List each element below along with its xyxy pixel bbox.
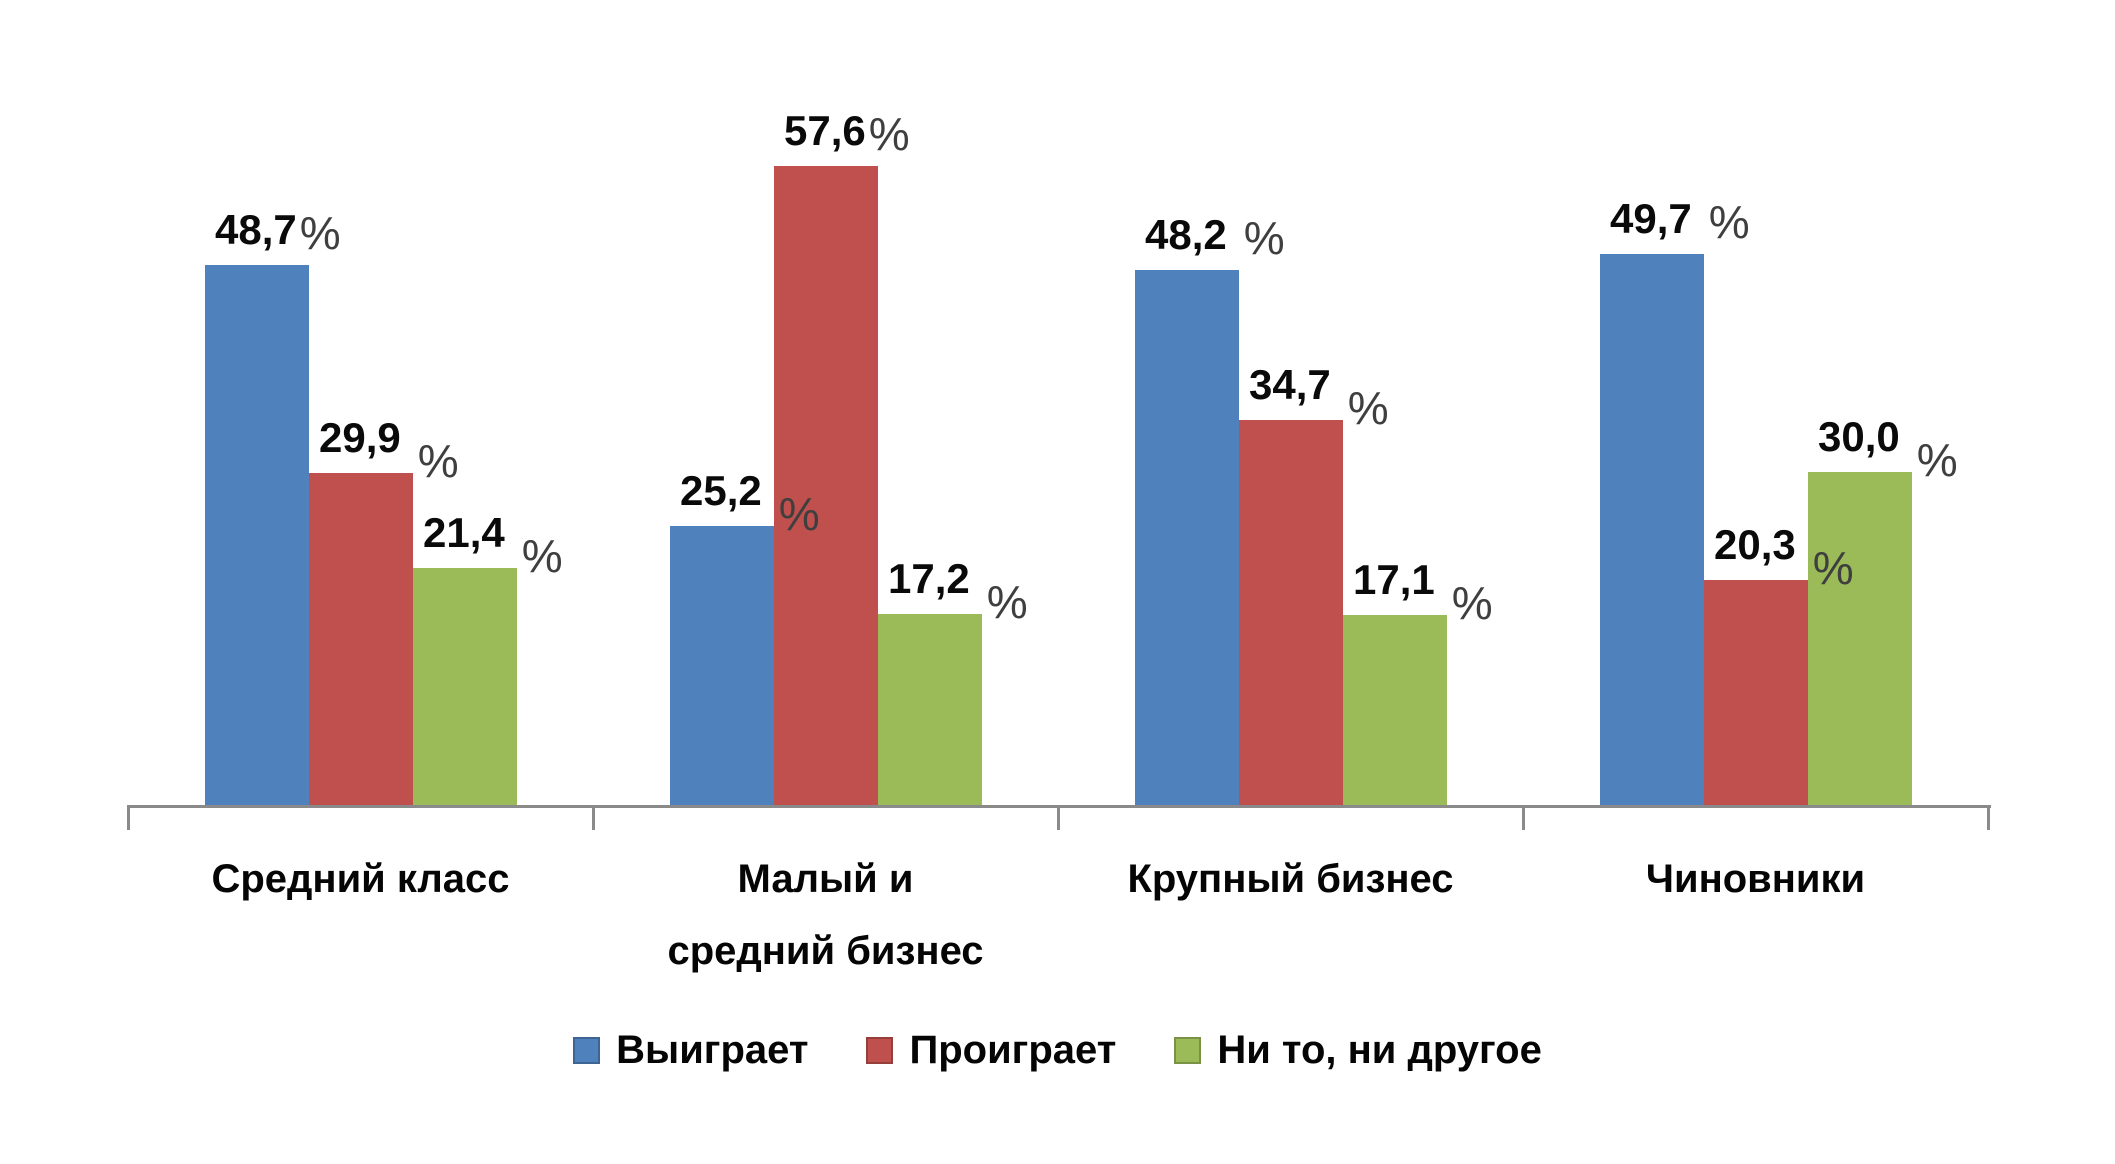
percent-sign: % [1708,196,1750,248]
bar [1704,580,1808,805]
legend-swatch-icon [866,1036,894,1064]
value-label-number: 29,9 [319,414,401,461]
legend-swatch-icon [573,1036,601,1064]
value-label: 48,7% [215,205,341,257]
x-axis-tick [1522,805,1525,830]
legend-label: Ни то, ни другое [1217,1028,1542,1072]
legend-swatch-icon [1174,1036,1202,1064]
value-label: 49,7% [1610,194,1750,246]
category-label: Средний класс [211,857,510,901]
plot-area [205,166,1912,805]
legend-item: Проиграет [866,1028,1116,1072]
legend-item: Ни то, ни другое [1174,1028,1542,1072]
percent-sign: % [1347,382,1389,434]
category-axis-labels: Средний класс Малый и средний бизнес Крупн… [128,843,1988,987]
percent-sign: % [521,530,563,582]
value-label-number: 57,6 [784,107,866,154]
bar [413,568,517,805]
legend-label: Выиграет [616,1028,809,1072]
x-axis-tick [1987,805,1990,830]
bar [1343,615,1447,805]
percent-sign: % [778,488,820,540]
value-label-number: 25,2 [680,467,762,514]
bar [1808,472,1912,805]
value-label-number: 30,0 [1818,413,1900,460]
x-axis-tick [1057,805,1060,830]
percent-sign: % [1812,542,1854,594]
bar [878,614,982,805]
value-label: 17,1% [1353,555,1493,627]
value-label-number: 21,4 [423,509,505,556]
value-label-number: 20,3 [1714,521,1796,568]
legend: Выиграет Проиграет Ни то, ни другое [0,1028,2115,1072]
value-label-number: 17,2 [888,555,970,602]
bar [1135,270,1239,805]
category-label: Крупный бизнес [1127,857,1454,901]
percent-sign: % [299,207,341,259]
x-axis-tick [592,805,595,830]
value-label: 29,9% [319,413,459,485]
bar [1600,254,1704,805]
legend-label: Проиграет [909,1028,1117,1072]
bar [774,166,878,805]
value-label-number: 48,2 [1145,211,1227,258]
value-label: 48,2% [1145,210,1285,262]
value-label: 20,3% [1714,520,1854,592]
value-label-number: 17,1 [1353,556,1435,603]
value-label: 25,2% [680,466,820,538]
percent-sign: % [1451,577,1493,629]
percent-sign: % [868,108,910,160]
legend-item: Выиграет [573,1028,808,1072]
bar [1239,420,1343,805]
bar [205,265,309,805]
percent-sign: % [1243,212,1285,264]
percent-sign: % [417,435,459,487]
value-label: 57,6% [784,106,910,158]
value-label-number: 49,7 [1610,195,1692,242]
bar [670,526,774,805]
category-label: Чиновники [1645,857,1866,901]
x-axis-tick [127,805,130,830]
percent-sign: % [986,576,1028,628]
value-label: 17,2% [888,554,1028,626]
percent-sign: % [1916,434,1958,486]
bar [309,473,413,805]
value-label-number: 34,7 [1249,361,1331,408]
value-label: 30,0% [1818,412,1958,484]
value-label-number: 48,7 [215,206,297,253]
category-label: Малый и средний бизнес [667,857,984,973]
value-label: 34,7% [1249,360,1389,432]
value-label: 21,4% [423,508,563,580]
